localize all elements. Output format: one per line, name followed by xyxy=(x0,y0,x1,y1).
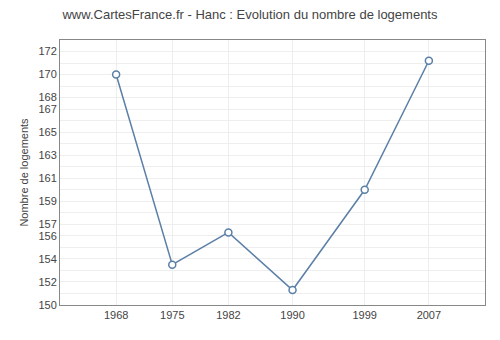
svg-text:1982: 1982 xyxy=(216,309,240,321)
svg-text:150: 150 xyxy=(38,299,56,311)
svg-text:161: 161 xyxy=(38,172,56,184)
svg-text:1968: 1968 xyxy=(104,309,128,321)
svg-text:2007: 2007 xyxy=(417,309,441,321)
svg-text:1999: 1999 xyxy=(352,309,376,321)
svg-text:157: 157 xyxy=(38,218,56,230)
svg-text:167: 167 xyxy=(38,103,56,115)
svg-text:www.CartesFrance.fr - Hanc : E: www.CartesFrance.fr - Hanc : Evolution d… xyxy=(61,7,438,22)
svg-text:152: 152 xyxy=(38,276,56,288)
svg-text:168: 168 xyxy=(38,91,56,103)
svg-text:Nombre de logements: Nombre de logements xyxy=(18,118,30,227)
svg-text:170: 170 xyxy=(38,68,56,80)
svg-text:159: 159 xyxy=(38,195,56,207)
svg-text:1990: 1990 xyxy=(280,309,304,321)
svg-text:172: 172 xyxy=(38,45,56,57)
svg-text:156: 156 xyxy=(38,230,56,242)
svg-text:154: 154 xyxy=(38,253,56,265)
svg-text:1975: 1975 xyxy=(160,309,184,321)
svg-text:165: 165 xyxy=(38,126,56,138)
svg-text:163: 163 xyxy=(38,149,56,161)
